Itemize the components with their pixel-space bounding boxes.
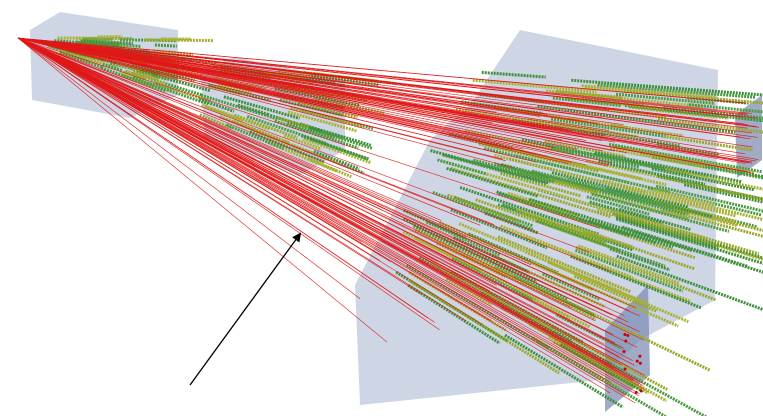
hit: [635, 391, 638, 394]
hit: [626, 334, 629, 337]
hit: [639, 362, 642, 365]
hit: [624, 368, 627, 371]
hit: [638, 355, 641, 358]
hit: [624, 340, 627, 343]
hit: [623, 350, 626, 353]
track-display: [0, 0, 763, 416]
hit: [636, 360, 639, 363]
hit: [640, 390, 643, 393]
track: [155, 45, 177, 46]
track: [145, 40, 214, 41]
hit: [623, 333, 626, 336]
pointer-arrow: [190, 234, 300, 385]
page: {} (() => { JSON.parse(document.getEleme…: [0, 0, 763, 416]
